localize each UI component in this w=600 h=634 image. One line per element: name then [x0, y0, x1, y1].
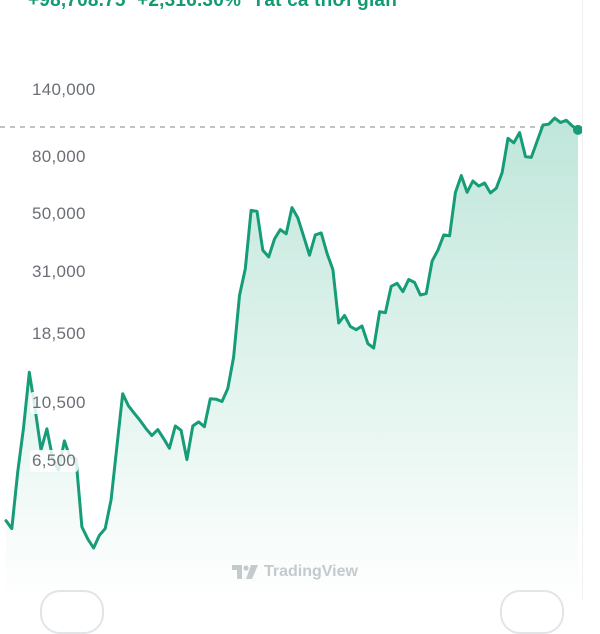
y-tick-label: 6,500: [30, 450, 78, 472]
watermark-label: TradingView: [264, 563, 358, 581]
tradingview-logo-icon: [232, 564, 258, 580]
y-tick-label: 140,000: [30, 79, 98, 101]
y-tick-label: 31,000: [30, 261, 88, 283]
range-button-right[interactable]: [500, 590, 564, 634]
y-tick-label: 18,500: [30, 323, 88, 345]
y-tick-label: 50,000: [30, 203, 88, 225]
tradingview-watermark: TradingView: [232, 563, 358, 581]
right-edge-panel: [582, 0, 600, 600]
range-button-left[interactable]: [40, 590, 104, 634]
y-tick-label: 80,000: [30, 146, 88, 168]
y-tick-label: 10,500: [30, 392, 88, 414]
